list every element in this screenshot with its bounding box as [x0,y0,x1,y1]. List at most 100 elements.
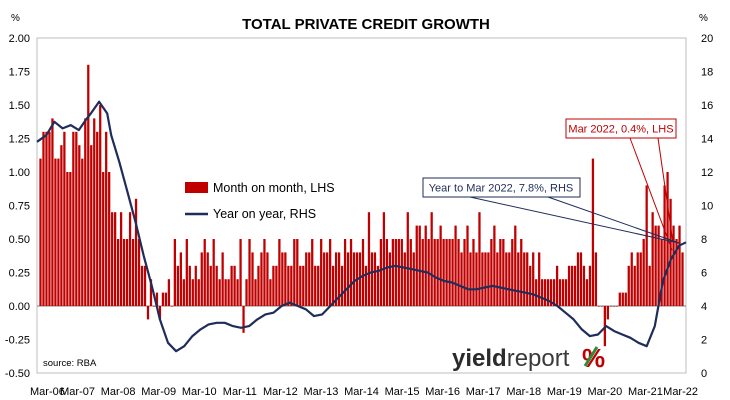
x-tick-label: Mar-07 [60,386,95,398]
right-tick-label: 2 [701,335,707,347]
bar-month-on-month [197,279,200,306]
bar-month-on-month [433,239,436,306]
bar-month-on-month [170,306,174,307]
left-tick-label: 1.25 [9,134,30,146]
bar-month-on-month [54,158,57,306]
right-tick-label: 12 [701,167,713,179]
bar-month-on-month [194,265,197,306]
bar-month-on-month [367,212,371,306]
bar-month-on-month [346,252,350,306]
bar-month-on-month [391,239,394,306]
bar-month-on-month [320,239,323,306]
annotation-rhs: Year to Mar 2022, 7.8%, RHS [422,177,680,244]
right-tick-label: 20 [701,33,713,45]
bar-month-on-month [215,265,218,306]
bar-month-on-month [388,252,391,306]
bar-month-on-month [167,279,171,306]
bar-month-on-month [161,292,165,306]
bar-month-on-month [60,145,63,306]
bar-month-on-month [185,239,188,306]
bar-month-on-month [472,239,475,306]
bar-month-on-month [466,225,469,306]
bar-month-on-month [111,212,114,306]
bar-month-on-month [669,198,672,306]
bar-month-on-month [529,265,532,306]
bar-month-on-month [412,252,415,306]
bar-month-on-month [90,145,93,306]
bar-month-on-month [552,279,556,306]
bar-month-on-month [266,252,269,306]
x-tick-label: Mar-15 [385,386,420,398]
bar-month-on-month [621,292,624,306]
bar-month-on-month [248,239,251,306]
bar-month-on-month [260,252,263,306]
bar-month-on-month [454,225,457,306]
bar-month-on-month [675,239,678,306]
x-tick-label: Mar-08 [101,386,136,398]
bar-month-on-month [612,306,615,307]
x-tick-label: Mar-18 [506,386,541,398]
x-tick-label: Mar-06 [30,386,65,398]
bar-month-on-month [397,239,400,306]
bar-month-on-month [579,252,583,306]
bar-month-on-month [505,252,508,306]
bar-month-on-month [547,279,550,306]
right-tick-label: 6 [701,268,707,280]
bar-month-on-month [332,265,335,306]
bar-month-on-month [251,252,254,306]
annotation-lhs-text: Mar 2022, 0.4%, LHS [568,124,673,136]
bar-month-on-month [448,239,451,306]
bar-month-on-month [576,252,580,306]
x-tick-label: Mar-11 [223,386,257,398]
bar-month-on-month [523,252,526,306]
bar-month-on-month [615,306,618,307]
bar-month-on-month [660,239,663,306]
bar-month-on-month [558,279,562,306]
bar-month-on-month [224,279,227,306]
bar-month-on-month [588,265,592,306]
bar-month-on-month [125,239,129,306]
bar-month-on-month [305,252,308,306]
bar-month-on-month [66,172,69,306]
bar-month-on-month [131,239,135,306]
bar-month-on-month [478,212,481,306]
bar-month-on-month [308,252,311,306]
bar-month-on-month [493,225,496,306]
bar-month-on-month [508,252,511,306]
left-tick-label: 1.75 [9,67,30,79]
bar-month-on-month [424,225,427,306]
left-tick-label: 0.00 [9,301,30,313]
bar-month-on-month [549,279,553,306]
bar-month-on-month [496,252,499,306]
brand-logo: yieldreport % [452,343,605,373]
left-axis-unit: % [11,13,20,24]
bar-month-on-month [329,239,332,306]
left-tick-label: -0.50 [5,368,30,380]
annotation-rhs-box [422,177,581,198]
chart-title: TOTAL PRIVATE CREDIT GROWTH [242,16,490,33]
bar-month-on-month [361,239,365,306]
bar-month-on-month [239,239,242,306]
bar-month-on-month [221,252,224,306]
bar-month-on-month [269,279,272,306]
bar-month-on-month [263,239,266,306]
bar-month-on-month [227,279,230,306]
annotation-rhs-leader-b [547,196,680,244]
bar-month-on-month [403,252,406,306]
left-tick-label: 0.25 [9,268,30,280]
bar-month-on-month [72,131,75,306]
right-axis-unit: % [699,13,708,24]
bar-month-on-month [538,252,541,306]
bar-month-on-month [490,239,493,306]
bar-month-on-month [69,172,72,306]
bar-month-on-month [149,279,153,306]
bar-month-on-month [651,212,654,306]
bar-month-on-month [140,265,144,306]
bar-month-on-month [176,265,179,306]
right-tick-label: 18 [701,67,713,79]
bar-month-on-month [657,225,660,306]
svg-text:yieldreport: yieldreport [452,345,570,372]
bar-month-on-month [99,105,102,306]
bar-month-on-month [42,131,45,306]
